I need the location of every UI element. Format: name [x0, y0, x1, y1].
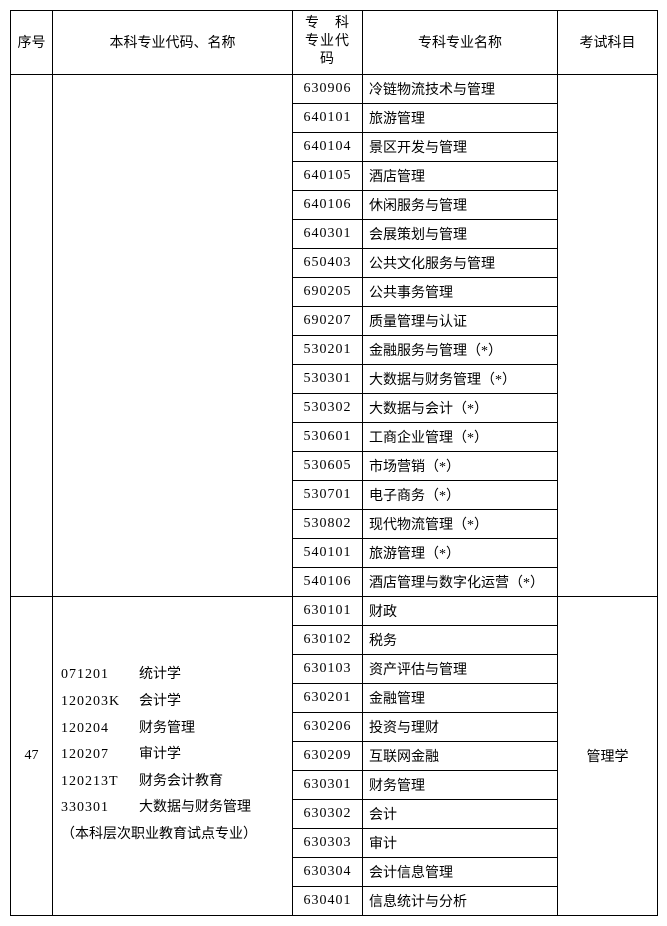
bk-major-code: 120204 [61, 716, 139, 743]
zk-code-cell: 540106 [293, 567, 363, 596]
zk-code-cell: 530601 [293, 422, 363, 451]
zk-code-cell: 530302 [293, 393, 363, 422]
header-exam: 考试科目 [558, 11, 658, 75]
table-header-row: 序号 本科专业代码、名称 专 科 专业代码 专科专业名称 考试科目 [11, 11, 658, 75]
zk-name-cell: 旅游管理（*） [363, 538, 558, 567]
bk-major-code: 071201 [61, 662, 139, 689]
header-seq: 序号 [11, 11, 53, 75]
zk-code-cell: 530605 [293, 451, 363, 480]
zk-name-cell: 金融管理 [363, 683, 558, 712]
zk-name-cell: 财政 [363, 596, 558, 625]
zk-code-cell: 630206 [293, 712, 363, 741]
zk-code-cell: 640101 [293, 103, 363, 132]
bk-major-line: 120204财务管理 [61, 716, 284, 743]
table-row: 47071201统计学120203K会计学120204财务管理120207审计学… [11, 596, 658, 625]
zk-code-cell: 640104 [293, 132, 363, 161]
bk-major-name: 会计学 [139, 694, 181, 709]
bk-major-code: 120213T [61, 769, 139, 796]
zk-code-cell: 690205 [293, 277, 363, 306]
majors-table: 序号 本科专业代码、名称 专 科 专业代码 专科专业名称 考试科目 630906… [10, 10, 658, 916]
bk-cell: 071201统计学120203K会计学120204财务管理120207审计学12… [53, 596, 293, 915]
zk-code-cell: 530701 [293, 480, 363, 509]
bk-major-name: 财务管理 [139, 721, 195, 736]
bk-major-line: 120203K会计学 [61, 689, 284, 716]
zk-code-cell: 540101 [293, 538, 363, 567]
zk-name-cell: 审计 [363, 828, 558, 857]
bk-major-code: 330301 [61, 795, 139, 822]
bk-major-line: 071201统计学 [61, 662, 284, 689]
zk-code-cell: 630101 [293, 596, 363, 625]
zk-name-cell: 会计信息管理 [363, 857, 558, 886]
bk-major-name: 大数据与财务管理 [139, 800, 251, 815]
zk-code-cell: 630102 [293, 625, 363, 654]
zk-code-cell: 630209 [293, 741, 363, 770]
header-zkname: 专科专业名称 [363, 11, 558, 75]
zk-name-cell: 酒店管理与数字化运营（*） [363, 567, 558, 596]
zk-name-cell: 财务管理 [363, 770, 558, 799]
zk-name-cell: 公共事务管理 [363, 277, 558, 306]
bk-major-line: 120207审计学 [61, 742, 284, 769]
zk-name-cell: 资产评估与管理 [363, 654, 558, 683]
bk-major-line: 330301大数据与财务管理 [61, 795, 284, 822]
zk-code-cell: 640106 [293, 190, 363, 219]
zk-name-cell: 现代物流管理（*） [363, 509, 558, 538]
zk-code-cell: 530201 [293, 335, 363, 364]
exam-cell: 管理学 [558, 596, 658, 915]
zk-code-cell: 640301 [293, 219, 363, 248]
zk-code-cell: 630103 [293, 654, 363, 683]
zk-name-cell: 冷链物流技术与管理 [363, 74, 558, 103]
zk-code-cell: 530802 [293, 509, 363, 538]
seq-cell [11, 74, 53, 596]
zk-code-cell: 630303 [293, 828, 363, 857]
bk-note: （本科层次职业教育试点专业） [61, 822, 284, 849]
zk-name-cell: 金融服务与管理（*） [363, 335, 558, 364]
zk-name-cell: 工商企业管理（*） [363, 422, 558, 451]
bk-major-code: 120207 [61, 742, 139, 769]
zk-name-cell: 旅游管理 [363, 103, 558, 132]
zk-name-cell: 市场营销（*） [363, 451, 558, 480]
zk-name-cell: 会展策划与管理 [363, 219, 558, 248]
zk-name-cell: 电子商务（*） [363, 480, 558, 509]
bk-major-line: 120213T财务会计教育 [61, 769, 284, 796]
header-zkcode: 专 科 专业代码 [293, 11, 363, 75]
exam-cell [558, 74, 658, 596]
bk-major-name: 统计学 [139, 667, 181, 682]
bk-cell [53, 74, 293, 596]
zk-name-cell: 税务 [363, 625, 558, 654]
table-row: 630906冷链物流技术与管理 [11, 74, 658, 103]
zk-code-cell: 650403 [293, 248, 363, 277]
bk-major-name: 财务会计教育 [139, 774, 223, 789]
zk-name-cell: 信息统计与分析 [363, 886, 558, 915]
zk-name-cell: 互联网金融 [363, 741, 558, 770]
zk-code-cell: 690207 [293, 306, 363, 335]
zk-name-cell: 休闲服务与管理 [363, 190, 558, 219]
zk-name-cell: 大数据与会计（*） [363, 393, 558, 422]
zk-name-cell: 会计 [363, 799, 558, 828]
zk-name-cell: 公共文化服务与管理 [363, 248, 558, 277]
zk-code-cell: 630201 [293, 683, 363, 712]
zk-code-cell: 630906 [293, 74, 363, 103]
bk-major-name: 审计学 [139, 747, 181, 762]
zk-code-cell: 640105 [293, 161, 363, 190]
zk-code-cell: 630301 [293, 770, 363, 799]
zk-name-cell: 大数据与财务管理（*） [363, 364, 558, 393]
zk-code-cell: 630401 [293, 886, 363, 915]
zk-code-cell: 630304 [293, 857, 363, 886]
zk-code-cell: 630302 [293, 799, 363, 828]
header-bk: 本科专业代码、名称 [53, 11, 293, 75]
table-body: 630906冷链物流技术与管理640101旅游管理640104景区开发与管理64… [11, 74, 658, 915]
zk-code-cell: 530301 [293, 364, 363, 393]
seq-cell: 47 [11, 596, 53, 915]
zk-name-cell: 酒店管理 [363, 161, 558, 190]
zk-name-cell: 质量管理与认证 [363, 306, 558, 335]
zk-name-cell: 景区开发与管理 [363, 132, 558, 161]
bk-major-code: 120203K [61, 689, 139, 716]
zk-name-cell: 投资与理财 [363, 712, 558, 741]
